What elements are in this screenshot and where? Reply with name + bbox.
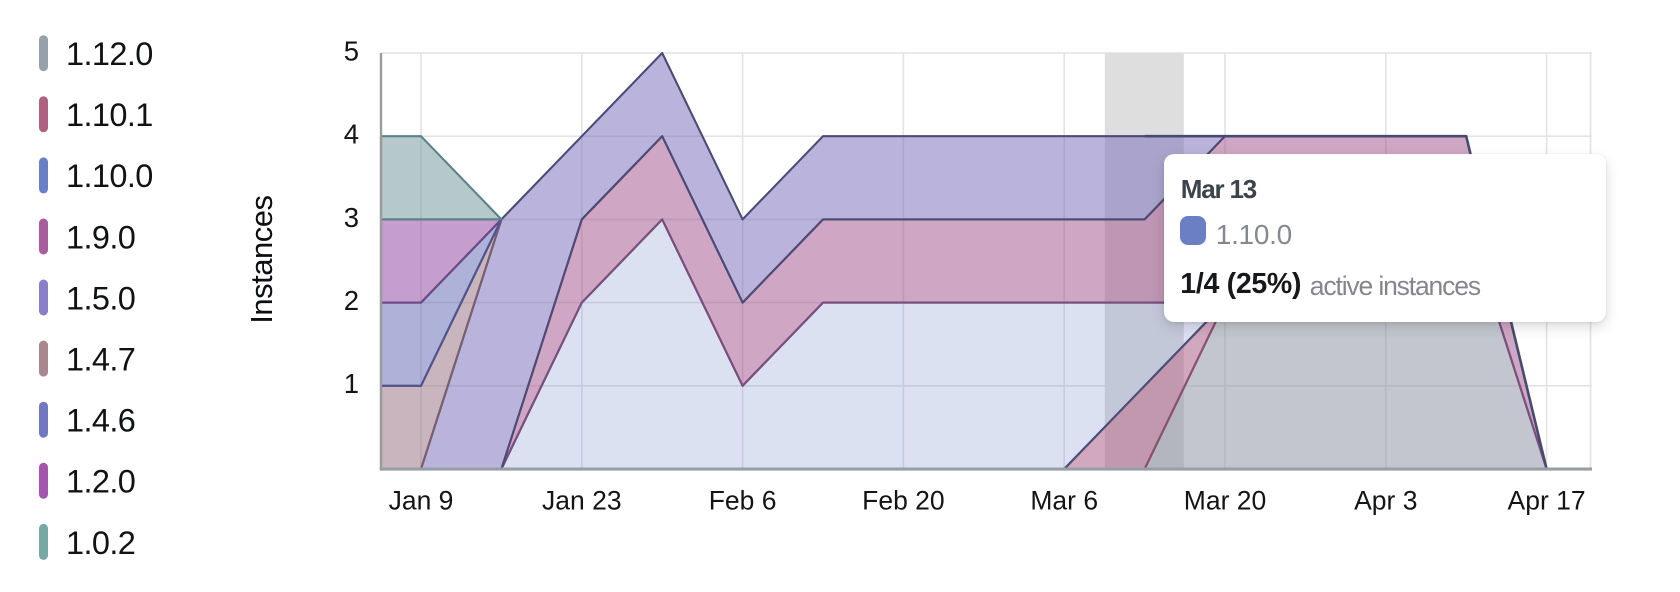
svg-text:1.2.0: 1.2.0 (66, 464, 135, 500)
svg-text:1.4.6: 1.4.6 (66, 403, 135, 439)
svg-text:Apr 17: Apr 17 (1508, 486, 1586, 516)
svg-text:Mar 6: Mar 6 (1030, 486, 1098, 516)
svg-text:3: 3 (344, 202, 359, 233)
svg-text:1.10.1: 1.10.1 (66, 97, 153, 133)
svg-text:1.12.0: 1.12.0 (66, 36, 153, 72)
svg-text:1.9.0: 1.9.0 (66, 219, 135, 255)
svg-text:Jan 23: Jan 23 (542, 486, 622, 516)
svg-text:Instances: Instances (244, 195, 279, 323)
svg-text:4: 4 (344, 119, 359, 150)
svg-text:Jan 9: Jan 9 (389, 486, 454, 516)
svg-text:1.4.7: 1.4.7 (66, 342, 135, 378)
svg-text:1.10.0: 1.10.0 (66, 158, 153, 194)
svg-text:1.0.2: 1.0.2 (66, 525, 135, 561)
svg-text:2: 2 (344, 285, 359, 316)
svg-text:5: 5 (344, 35, 359, 66)
svg-text:Feb 6: Feb 6 (709, 486, 777, 516)
svg-text:1: 1 (344, 368, 359, 399)
svg-text:Apr 3: Apr 3 (1354, 486, 1417, 516)
svg-text:Feb 20: Feb 20 (862, 486, 945, 516)
svg-text:1.5.0: 1.5.0 (66, 280, 135, 316)
svg-text:Mar 20: Mar 20 (1184, 486, 1266, 516)
